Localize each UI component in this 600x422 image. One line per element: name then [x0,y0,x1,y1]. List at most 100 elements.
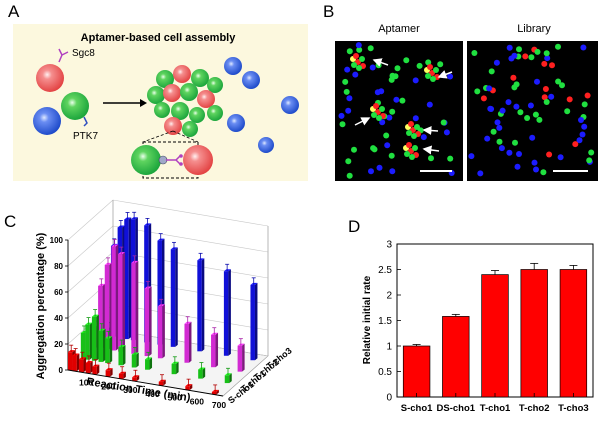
aggregate-dot [433,67,439,73]
cell-dot [529,134,536,141]
bar-side [162,304,165,359]
bar-t-cho2: T-cho2 [519,262,550,414]
bar-front [105,370,111,377]
aggregate-dot [371,112,377,118]
cell-dot [488,68,495,75]
x-tick-label: 100 [79,378,93,388]
aggregate-dot [376,115,382,121]
bar-side [189,384,193,391]
cell-dot [514,163,521,170]
grid-line [112,199,269,227]
bar-side [122,252,126,352]
bar-side [76,353,80,372]
aggregate-dot [379,106,385,112]
bar-front [131,262,136,354]
x-tick-label: 300 [123,385,137,395]
bar-front [211,391,217,395]
cell-dot [399,97,406,104]
chart-c-y-ticks: 0 20 40 60 80 100 [50,236,68,375]
cell-dot [566,96,573,103]
bar-t-cho2 [131,255,139,354]
bar-s-cho1: S-cho1 [401,344,433,414]
bar-front [124,219,129,340]
grid-line [67,225,114,267]
bar-side [135,260,139,354]
bar-front [144,225,149,343]
bar-s-cho1 [79,351,87,373]
bar [520,269,548,398]
bar-t-cho3 [124,212,132,340]
bar-side [175,247,178,347]
cell-dot [447,73,454,80]
cell-dot [496,138,503,145]
aggregate-dot [373,103,379,109]
y-tick-label: 0 [386,393,392,404]
cell-dot [388,152,395,159]
cell-dot [384,142,391,149]
cell-dot [345,107,352,114]
bar-t-cho1 [224,367,232,384]
bar-front [118,373,124,379]
bar-t-cho1 [118,339,126,366]
cell-dot [355,42,362,49]
bar-s-cho1 [118,366,126,379]
bar-side [103,328,106,362]
bar-t-cho2 [211,327,219,368]
cell-dot [559,82,565,89]
bar-s-cho1 [185,378,193,391]
cell-dot [581,101,588,108]
cell-dot [512,139,518,146]
cell-dot [524,115,531,121]
cell-dot [425,59,432,66]
blue-cell [242,71,260,89]
cell-dot [383,132,390,139]
cell-dot [534,48,541,55]
ptk7-receptor-glyph [158,155,168,165]
cell-dot [339,121,346,128]
cell-dot [468,153,475,160]
cell-dot [368,168,374,175]
x-tick-label: T-cho3 [558,403,589,414]
cell-dot [376,164,383,171]
bar [481,274,509,398]
blue-cell [224,57,242,75]
y-tick-label: 40 [54,314,63,323]
bar-t-cho1 [91,309,99,361]
bar-side [136,375,140,382]
bar-side [109,262,112,350]
cell-dot [555,78,562,85]
red-cell [36,64,64,92]
cell-dot [393,96,400,103]
cell-dot [578,117,584,123]
bar-side [90,360,93,374]
cell-dot [540,169,547,176]
bar-front [67,352,73,371]
bar-side [216,389,219,395]
grid-line [112,225,269,253]
cell-dot [343,88,350,95]
aggregate-dot [406,142,412,148]
grid-line [112,303,269,331]
cell-dot [351,146,357,153]
bar [559,269,588,398]
bar-front [184,323,189,363]
cell-dot [516,151,522,157]
cell-dot [517,109,524,116]
bar-front [158,381,164,386]
x-tick-label: 200 [101,381,115,391]
panel-label-b: B [323,2,335,21]
cell-dot [499,107,506,114]
cell-dot [536,116,543,123]
cell-dot [487,105,494,112]
bar-t-cho2 [237,338,245,372]
blue-cell [227,114,245,132]
cell-dot [522,53,529,60]
series-label: T-cho3 [265,346,294,372]
x-tick-label: 600 [190,396,204,406]
bar-side [123,371,126,379]
cell-dot [586,157,593,164]
bar-side [96,364,100,375]
cell-dot [543,99,550,105]
cell-dot [394,65,401,72]
